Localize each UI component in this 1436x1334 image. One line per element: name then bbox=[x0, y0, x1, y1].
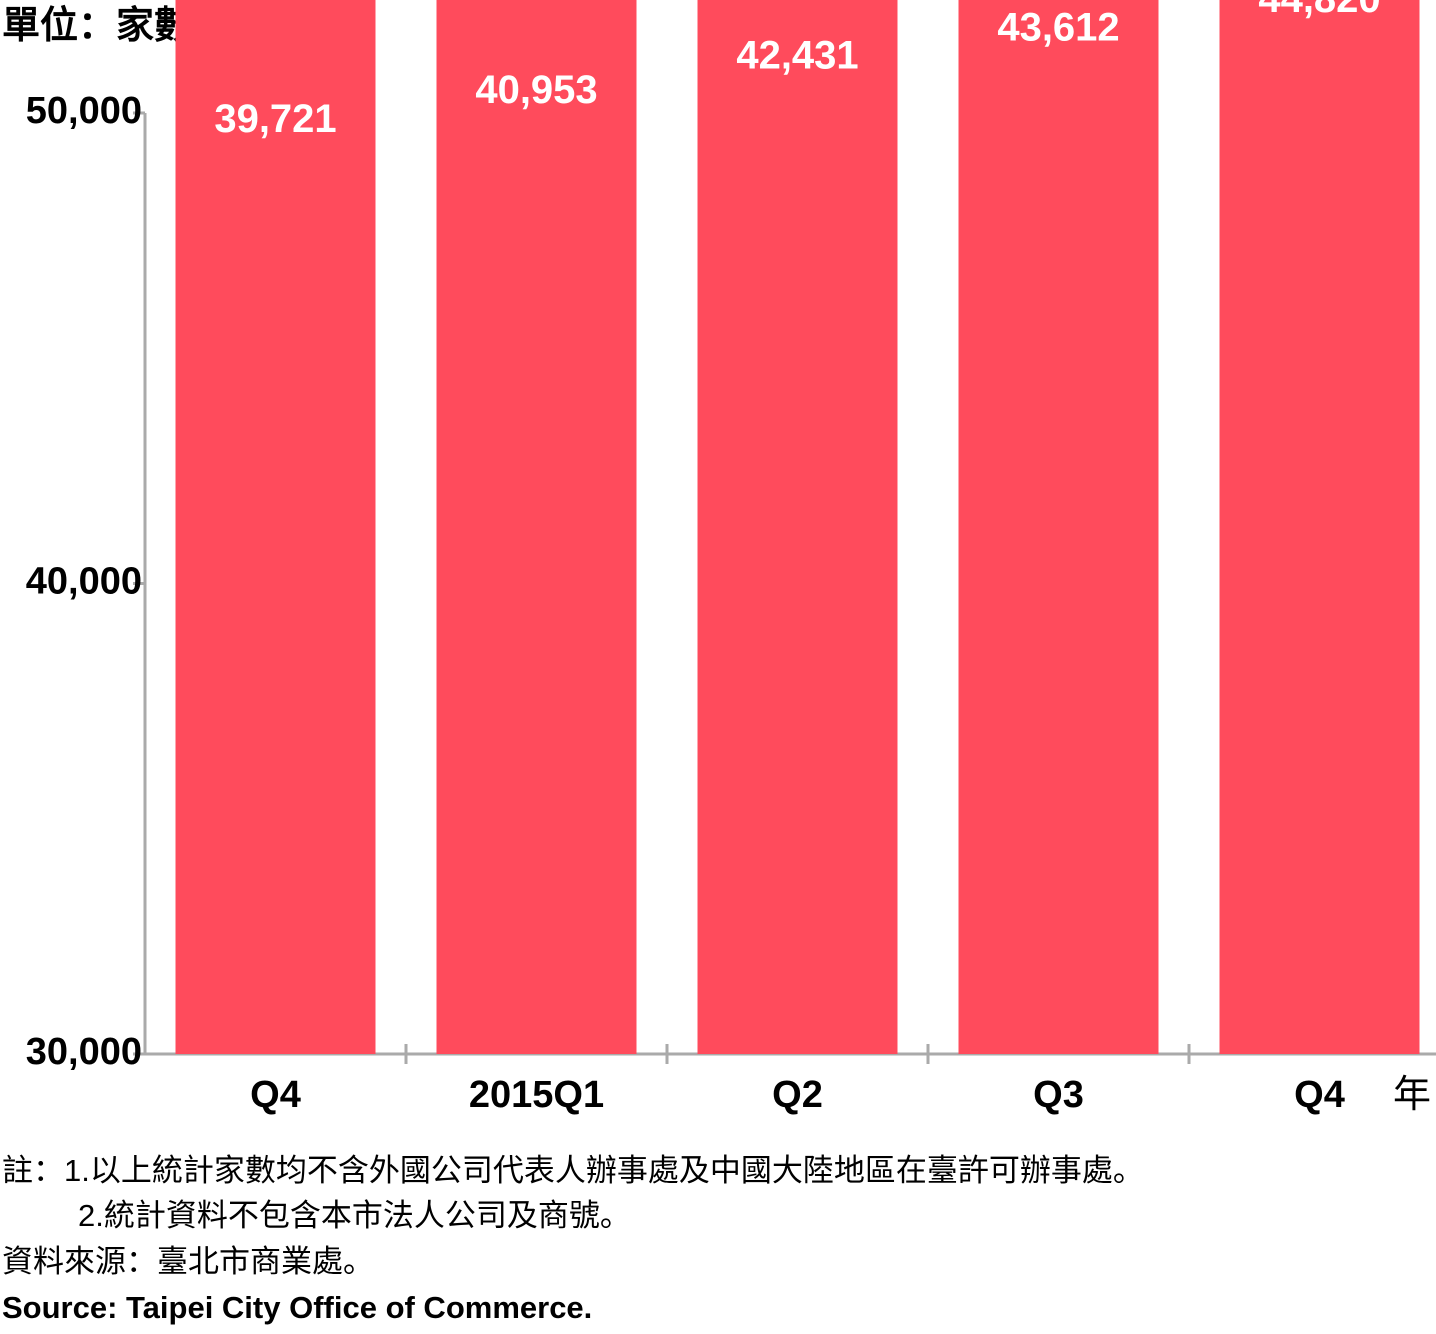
note: 2.統計資料不包含本市法人公司及商號。 bbox=[78, 1198, 631, 1233]
value-label: 44,820 bbox=[1258, 0, 1380, 21]
bar-segment bbox=[175, 0, 376, 1054]
note: Source: Taipei City Office of Commerce. bbox=[2, 1290, 592, 1325]
x-axis-label: 年 bbox=[1393, 1074, 1431, 1116]
bar-segment bbox=[958, 0, 1159, 1054]
y-tick-label: 50,000 bbox=[26, 90, 142, 132]
bar-segment bbox=[1219, 0, 1420, 1054]
x-tick-label: Q4 bbox=[250, 1074, 301, 1116]
note: 註：1.以上統計家數均不含外國公司代表人辦事處及中國大陸地區在臺許可辦事處。 bbox=[2, 1153, 1144, 1188]
note: 資料來源：臺北市商業處。 bbox=[2, 1244, 374, 1279]
y-tick-label: 40,000 bbox=[26, 561, 142, 603]
x-tick-label: Q2 bbox=[772, 1074, 823, 1116]
value-label: 40,953 bbox=[475, 68, 597, 112]
bar-segment bbox=[697, 0, 898, 1054]
x-tick-label: 2015Q1 bbox=[469, 1074, 604, 1116]
bar-segment bbox=[436, 0, 637, 1054]
value-label: 42,431 bbox=[736, 33, 858, 77]
value-label: 39,721 bbox=[214, 97, 336, 141]
value-label: 43,612 bbox=[997, 6, 1119, 50]
x-tick-label: Q4 bbox=[1294, 1074, 1345, 1116]
y-tick-label: 30,000 bbox=[26, 1031, 142, 1073]
x-tick-label: Q3 bbox=[1033, 1074, 1084, 1116]
